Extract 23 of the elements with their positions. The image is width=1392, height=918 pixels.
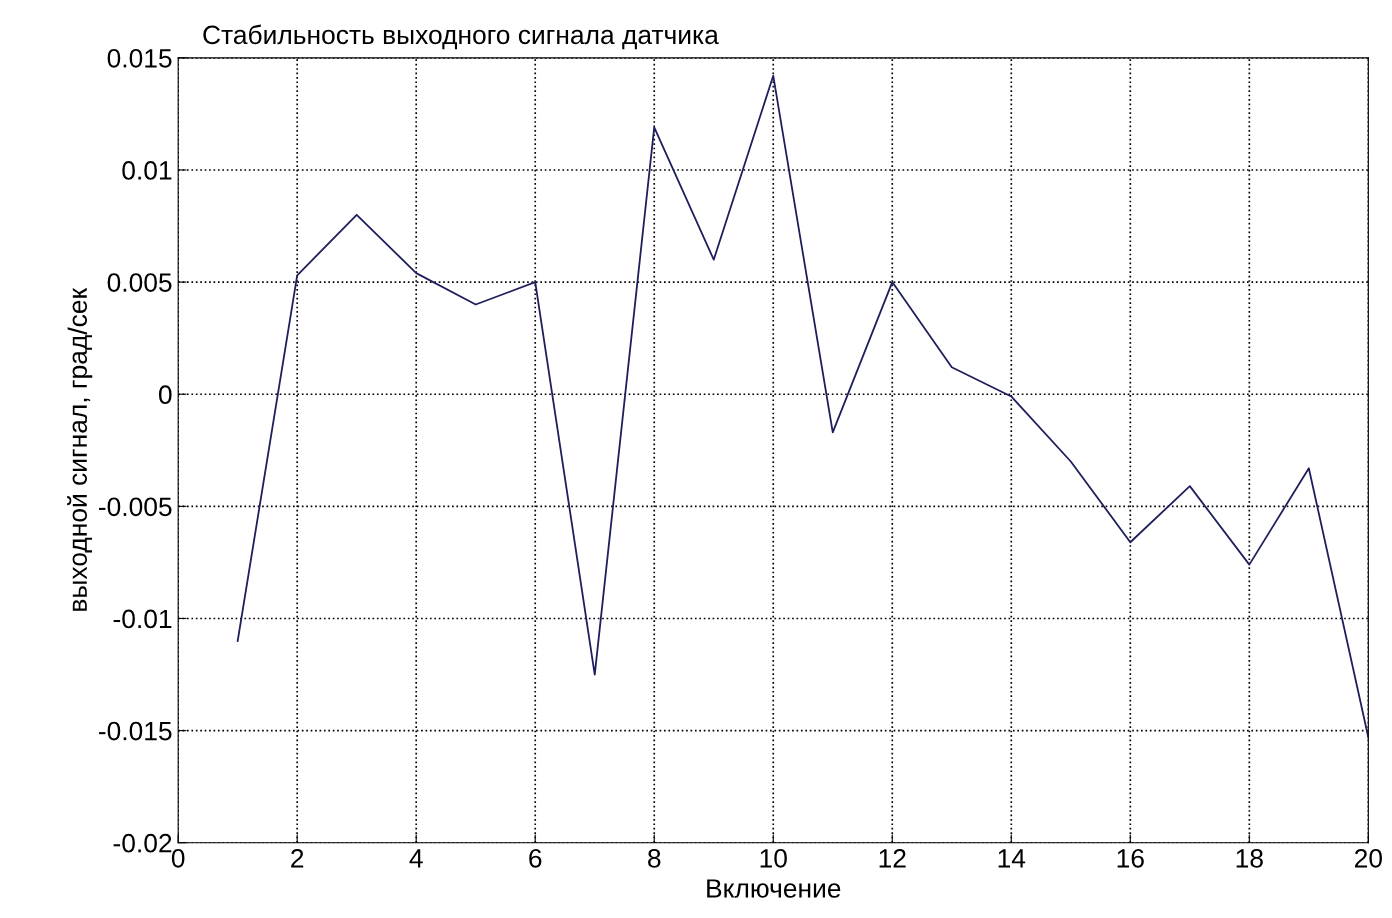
y-tick-label: 0.01 <box>122 161 172 180</box>
x-tick-label: 2 <box>291 848 304 868</box>
x-tick-label: 12 <box>879 848 906 868</box>
y-tick-label: -0.02 <box>113 833 172 853</box>
y-axis-title: выходной сигнал, град/сек <box>67 287 93 611</box>
y-tick-label: -0.015 <box>98 721 172 741</box>
y-tick-label: -0.01 <box>113 609 172 629</box>
x-tick-label: 6 <box>529 848 542 868</box>
x-tick-label: 16 <box>1117 848 1144 868</box>
y-tick-label: -0.005 <box>98 497 172 517</box>
x-tick-label: 10 <box>760 848 787 868</box>
x-tick-label: 8 <box>648 848 661 868</box>
x-axis-title: Включение <box>707 879 841 898</box>
chart-title: Стабильность выходного сигнала датчика <box>203 24 719 50</box>
x-tick-label: 18 <box>1236 848 1263 868</box>
y-tick-label: 0 <box>158 385 172 405</box>
x-tick-label: 20 <box>1354 848 1382 868</box>
y-tick-label: 0.015 <box>107 48 172 68</box>
x-tick-label: 14 <box>998 849 1026 868</box>
x-tick-label: 4 <box>409 849 423 868</box>
x-tick-label: 0 <box>171 848 185 868</box>
line-series <box>236 74 1369 739</box>
y-tick-label: 0.005 <box>107 273 172 292</box>
